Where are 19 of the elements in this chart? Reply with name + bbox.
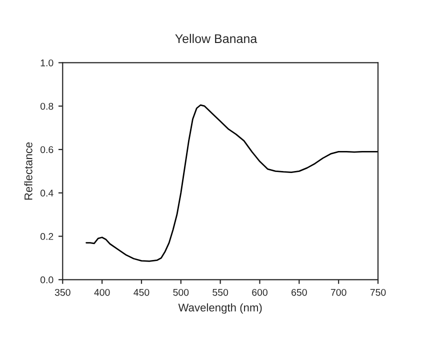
x-tick-label: 700 bbox=[330, 288, 346, 296]
x-tick-label: 750 bbox=[370, 288, 386, 296]
x-tick-label: 650 bbox=[292, 288, 307, 296]
x-axis-title: Wavelength (nm) bbox=[178, 303, 262, 314]
x-tick-label: 400 bbox=[94, 288, 110, 296]
x-tick-label: 550 bbox=[212, 288, 228, 296]
x-tick-label: 600 bbox=[252, 288, 268, 296]
y-tick-label: 0.6 bbox=[40, 146, 54, 154]
x-tick-label: 350 bbox=[54, 288, 70, 296]
y-tick-label: 0.4 bbox=[40, 190, 54, 197]
x-tick-label: 500 bbox=[173, 288, 189, 296]
y-tick-label: 0.8 bbox=[40, 102, 54, 110]
line-series bbox=[86, 104, 378, 262]
y-tick-label: 1.0 bbox=[40, 59, 54, 66]
x-tick-label: 450 bbox=[134, 288, 150, 296]
y-tick-label: 0.0 bbox=[40, 276, 54, 284]
chart-title: Yellow Banana bbox=[175, 34, 258, 44]
y-axis-title: Reflectance bbox=[24, 142, 32, 200]
y-tick-label: 0.2 bbox=[40, 233, 54, 240]
